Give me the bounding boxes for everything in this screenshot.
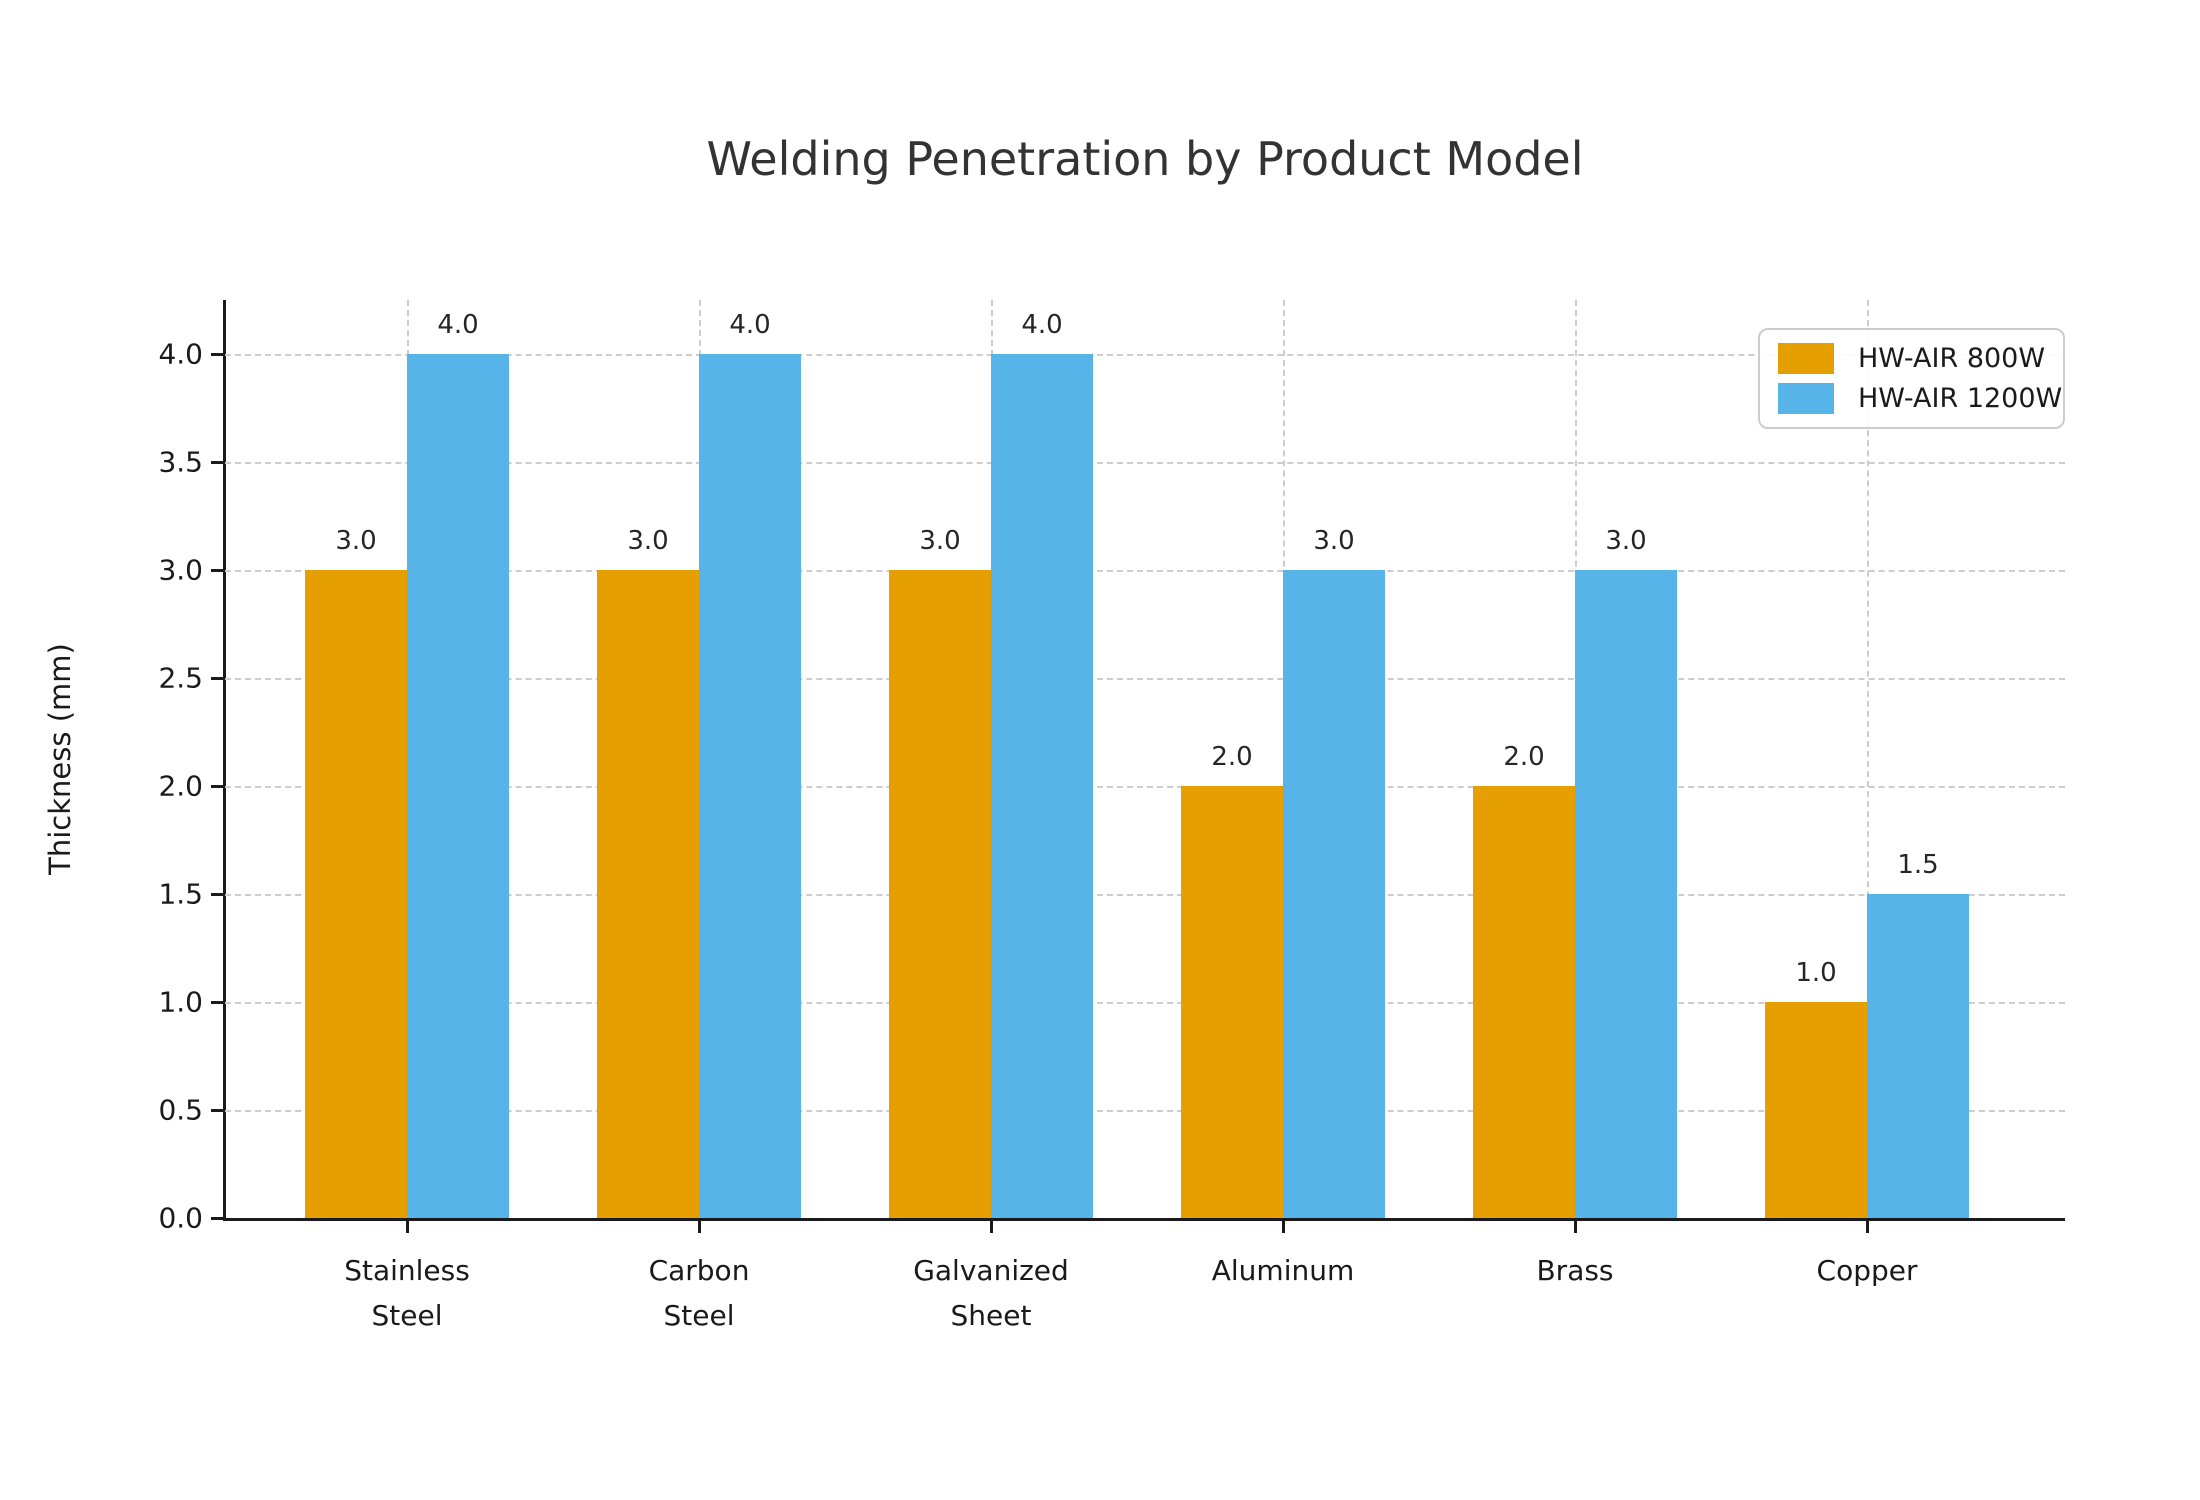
legend-label: HW-AIR 1200W — [1858, 383, 2063, 414]
grid-line-h — [225, 1110, 2065, 1112]
y-tick-mark — [211, 1108, 223, 1112]
bar — [1765, 1002, 1867, 1218]
bar-value-label: 4.0 — [1021, 310, 1063, 340]
y-tick-mark — [211, 1000, 223, 1004]
x-tick-mark — [1865, 1221, 1869, 1233]
y-tick-label: 3.0 — [158, 553, 203, 587]
y-tick-label: 0.0 — [158, 1201, 203, 1235]
bar — [991, 354, 1093, 1218]
x-tick-label: Aluminum — [1211, 1254, 1355, 1287]
plot-area: 0.0 0.5 1.0 1.5 2.0 2.5 3.0 3.5 4.0 Stainless Ste… — [158, 300, 2065, 1332]
y-tick-label: 4.0 — [158, 337, 203, 371]
y-tick-mark — [211, 784, 223, 788]
bar-value-label: 3.0 — [1313, 526, 1355, 556]
y-axis-line — [223, 300, 226, 1218]
x-tick-mark — [989, 1221, 993, 1233]
x-tick-label: Carbon Steel — [648, 1254, 750, 1332]
x-tick-label: Galvanized Sheet — [913, 1254, 1069, 1332]
y-tick-label: 2.0 — [158, 769, 203, 803]
bar — [1867, 894, 1969, 1218]
y-tick-mark — [211, 676, 223, 680]
x-tick-mark — [1281, 1221, 1285, 1233]
bar-value-label: 3.0 — [1605, 526, 1647, 556]
y-tick-mark — [211, 460, 223, 464]
bar — [1181, 786, 1283, 1218]
grid-line-h — [225, 462, 2065, 464]
legend-item: HW-AIR 800W — [1778, 343, 2045, 374]
bar — [305, 570, 407, 1218]
grid-line-h — [225, 570, 2065, 572]
x-tick-mark — [697, 1221, 701, 1233]
y-tick-label: 3.5 — [158, 445, 203, 479]
chart-title: Welding Penetration by Product Model — [706, 132, 1584, 186]
bar-value-label: 3.0 — [335, 526, 377, 556]
legend-swatch — [1778, 343, 1834, 374]
y-tick-mark — [211, 1216, 223, 1220]
bar — [407, 354, 509, 1218]
bar-value-label: 2.0 — [1503, 742, 1545, 772]
bar-value-label: 4.0 — [437, 310, 479, 340]
grid-line-v — [1867, 300, 1869, 1218]
x-tick-label: Copper — [1816, 1254, 1918, 1287]
y-tick-mark — [211, 892, 223, 896]
legend: HW-AIR 800W HW-AIR 1200W — [1758, 328, 2065, 429]
x-tick-mark — [405, 1221, 409, 1233]
legend-label: HW-AIR 800W — [1858, 343, 2046, 374]
bar — [597, 570, 699, 1218]
y-tick-label: 0.5 — [158, 1093, 203, 1127]
y-tick-label: 1.0 — [158, 985, 203, 1019]
y-tick-label: 1.5 — [158, 877, 203, 911]
bar-value-label: 3.0 — [627, 526, 669, 556]
bar — [1575, 570, 1677, 1218]
x-tick-label: Brass — [1536, 1254, 1614, 1287]
bar — [1283, 570, 1385, 1218]
x-axis-line — [223, 1218, 2065, 1221]
y-tick-mark — [211, 352, 223, 356]
legend-swatch — [1778, 383, 1834, 414]
bar — [1473, 786, 1575, 1218]
grid-line-h — [225, 354, 2065, 356]
x-tick-mark — [1573, 1221, 1577, 1233]
x-tick-label: Stainless Steel — [344, 1254, 470, 1332]
grid-line-h — [225, 1002, 2065, 1004]
y-axis-label-text: Thickness (mm) — [43, 643, 77, 875]
bar-value-label: 1.0 — [1795, 958, 1837, 988]
legend-item: HW-AIR 1200W — [1778, 383, 2062, 414]
grid-line-h — [225, 786, 2065, 788]
grid-line-h — [225, 678, 2065, 680]
bar-value-label: 3.0 — [919, 526, 961, 556]
y-tick-label: 2.5 — [158, 661, 203, 695]
bar — [889, 570, 991, 1218]
bar — [699, 354, 801, 1218]
bar-value-label: 2.0 — [1211, 742, 1253, 772]
grid-line-h — [225, 894, 2065, 896]
bar-value-label: 4.0 — [729, 310, 771, 340]
bar-value-label: 1.5 — [1897, 850, 1939, 880]
y-tick-mark — [211, 568, 223, 572]
